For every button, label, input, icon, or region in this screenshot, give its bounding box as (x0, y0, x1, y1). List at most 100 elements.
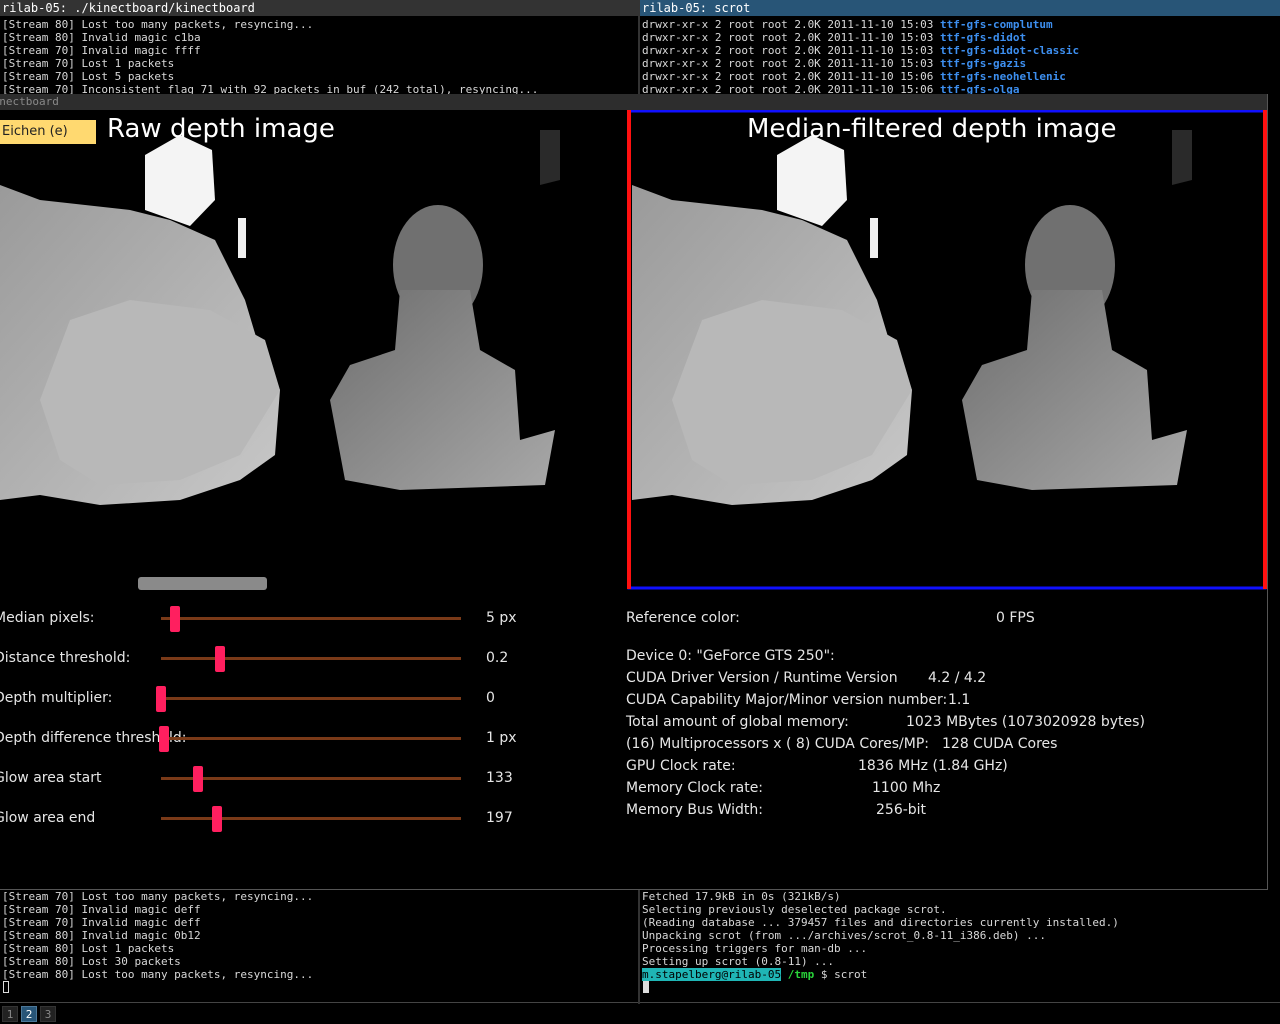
cursor (643, 981, 649, 993)
slider-label: Glow area start (0, 770, 102, 786)
listing-row: drwxr-xr-x 2 root root 2.0K 2011-11-10 1… (642, 44, 1079, 57)
terminal-line: [Stream 80] Invalid magic 0b12 (2, 929, 201, 942)
listing-meta: drwxr-xr-x 2 root root 2.0K 2011-11-10 1… (642, 70, 941, 83)
slider-value: 0.2 (486, 650, 509, 666)
slider-track[interactable] (161, 777, 461, 780)
slider-thumb[interactable] (170, 606, 180, 632)
terminal-title: rilab-05: scrot (640, 0, 1280, 16)
info-value: 1836 MHz (1.84 GHz) (858, 758, 1008, 774)
terminal[interactable]: rilab-05: scrot drwxr-xr-x 2 root root 2… (640, 0, 1280, 94)
directory-name: ttf-gfs-didot (940, 31, 1027, 44)
slider-thumb[interactable] (156, 686, 166, 712)
workspace-button[interactable]: 3 (40, 1006, 56, 1022)
slider-track[interactable] (161, 617, 461, 620)
slider-thumb[interactable] (193, 766, 203, 792)
listing-row: drwxr-xr-x 2 root root 2.0K 2011-11-10 1… (642, 31, 1026, 44)
slider-label: Depth multiplier: (0, 690, 113, 706)
terminal-line: [Stream 80] Lost too many packets, resyn… (2, 968, 314, 981)
listing-row: drwxr-xr-x 2 root root 2.0K 2011-11-10 1… (642, 70, 1066, 83)
slider-label: Distance threshold: (0, 650, 131, 666)
slider-thumb[interactable] (159, 726, 169, 752)
fps: 0 FPS (996, 610, 1035, 626)
device-name: Device 0: "GeForce GTS 250": (626, 648, 835, 664)
slider-value: 197 (486, 810, 513, 826)
info-label: Total amount of global memory: (626, 714, 849, 730)
prompt-dir: /tmp (787, 968, 815, 981)
terminal-line: [Stream 80] Lost too many packets, resyn… (2, 18, 314, 31)
heading: Median-filtered depth image (747, 114, 1117, 144)
terminal-line: [Stream 70] Inconsistent flag 71 with 92… (2, 83, 539, 94)
depth-view (0, 110, 1267, 590)
info-value: 256-bit (876, 802, 927, 818)
workspace-button[interactable]: 2 (21, 1006, 37, 1022)
window-title: kinectboard (0, 94, 1267, 110)
terminal-line: [Stream 70] Invalid magic deff (2, 916, 201, 929)
terminal-line: [Stream 80] Lost 30 packets (2, 955, 181, 968)
slider-thumb[interactable] (212, 806, 222, 832)
terminal-line: [Stream 80] Lost 1 packets (2, 942, 175, 955)
terminal-line: Fetched 17.9kB in 0s (321kB/s) (642, 890, 841, 903)
listing-meta: drwxr-xr-x 2 root root 2.0K 2011-11-10 1… (642, 83, 941, 94)
listing-meta: drwxr-xr-x 2 root root 2.0K 2011-11-10 1… (642, 44, 941, 57)
terminal-line: (Reading database ... 379457 files and d… (642, 916, 1119, 929)
slider-track[interactable] (161, 817, 461, 820)
heading: Raw depth image (107, 114, 335, 144)
listing-meta: drwxr-xr-x 2 root root 2.0K 2011-11-10 1… (642, 57, 941, 70)
slider-label: Glow area end (0, 810, 96, 826)
info-value: 1023 MBytes (1073020928 bytes) (906, 714, 1145, 730)
info-value: 4.2 / 4.2 (928, 670, 987, 686)
filtered-depth-image (632, 130, 1192, 505)
terminal-line: [Stream 70] Invalid magic deff (2, 903, 201, 916)
terminal[interactable]: Fetched 17.9kB in 0s (321kB/s) Selecting … (640, 890, 1280, 1003)
slider-track[interactable] (161, 697, 461, 700)
terminal-line: Unpacking scrot (from .../archives/scrot… (642, 929, 1046, 942)
directory-name: ttf-gfs-olga (940, 83, 1020, 94)
directory-name: ttf-gfs-didot-classic (940, 44, 1080, 57)
slider-value: 0 (486, 690, 495, 706)
terminal-line: [Stream 70] Lost 5 packets (2, 70, 175, 83)
raw-depth-image (0, 130, 560, 505)
progress-bar (138, 577, 267, 590)
info-value: 1100 Mhz (872, 780, 941, 796)
prompt: m.stapelberg@rilab-05 /tmp $ scrot (642, 968, 867, 981)
listing-meta: drwxr-xr-x 2 root root 2.0K 2011-11-10 1… (642, 18, 941, 31)
terminal[interactable]: [Stream 70] Lost too many packets, resyn… (0, 890, 638, 1003)
prompt-command: $ scrot (820, 968, 868, 981)
directory-name: ttf-gfs-complutum (940, 18, 1053, 31)
info-label: CUDA Driver Version / Runtime Version (626, 670, 898, 686)
listing-row: drwxr-xr-x 2 root root 2.0K 2011-11-10 1… (642, 18, 1053, 31)
terminal[interactable]: rilab-05: ./kinectboard/kinectboard [Str… (0, 0, 638, 94)
listing-row: drwxr-xr-x 2 root root 2.0K 2011-11-10 1… (642, 57, 1026, 70)
workspace-button[interactable]: 1 (2, 1006, 18, 1022)
info-value: 128 CUDA Cores (942, 736, 1058, 752)
terminal-line: [Stream 70] Lost 1 packets (2, 57, 175, 70)
info-label: Reference color: (626, 610, 740, 626)
app-window: kinectboard Eiche (0, 94, 1268, 890)
info-label: Memory Bus Width: (626, 802, 763, 818)
slider-thumb[interactable] (215, 646, 225, 672)
listing-meta: drwxr-xr-x 2 root root 2.0K 2011-11-10 1… (642, 31, 941, 44)
terminal-line: Setting up scrot (0.8-11) ... (642, 955, 835, 968)
terminal-line: [Stream 80] Invalid magic c1ba (2, 31, 201, 44)
terminal-title: rilab-05: ./kinectboard/kinectboard (0, 0, 638, 16)
slider-track[interactable] (161, 737, 461, 740)
terminal-line: Selecting previously deselected package … (642, 903, 947, 916)
slider-track[interactable] (161, 657, 461, 660)
prompt-user: m.stapelberg@rilab-05 (642, 968, 782, 981)
directory-name: ttf-gfs-gazis (940, 57, 1027, 70)
slider-value: 133 (486, 770, 513, 786)
slider-value: 1 px (486, 730, 517, 746)
info-label: CUDA Capability Major/Minor version numb… (626, 692, 948, 708)
cursor (3, 981, 9, 993)
info-label: Memory Clock rate: (626, 780, 764, 796)
slider-value: 5 px (486, 610, 517, 626)
info-label: GPU Clock rate: (626, 758, 736, 774)
terminal-line: [Stream 70] Invalid magic ffff (2, 44, 201, 57)
info-label: (16) Multiprocessors x ( 8) CUDA Cores/M… (626, 736, 929, 752)
directory-name: ttf-gfs-neohellenic (940, 70, 1066, 83)
terminal-line: Processing triggers for man-db ... (642, 942, 868, 955)
button[interactable]: Eichen (e) (0, 120, 96, 144)
terminal-line: [Stream 70] Lost too many packets, resyn… (2, 890, 314, 903)
